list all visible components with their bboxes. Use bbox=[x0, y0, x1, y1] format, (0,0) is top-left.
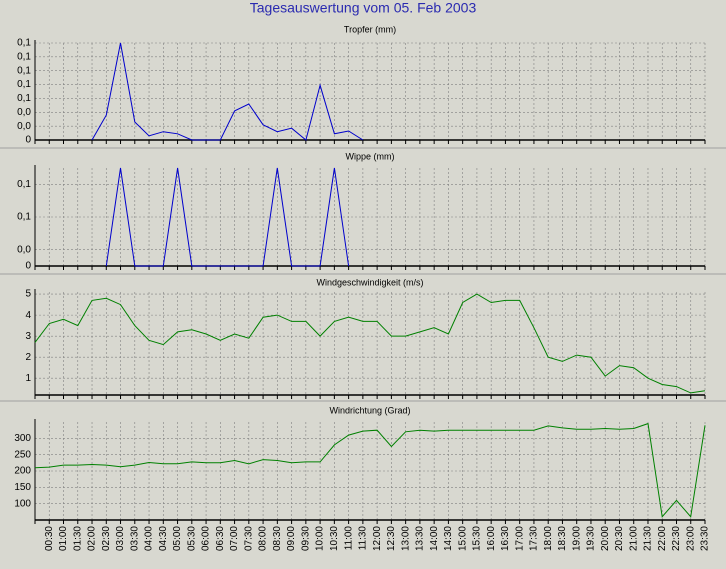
x-tick-label: 00:30 bbox=[44, 526, 55, 551]
x-tick-label: 19:30 bbox=[586, 526, 597, 551]
y-tick-label: 0,1 bbox=[17, 65, 31, 76]
x-tick-label: 18:00 bbox=[543, 526, 554, 551]
y-tick-label: 0,1 bbox=[17, 179, 31, 190]
y-tick-label: 0,1 bbox=[17, 51, 31, 62]
y-tick-label: 4 bbox=[25, 310, 31, 321]
panel-title: Windrichtung (Grad) bbox=[329, 405, 410, 415]
x-tick-label: 22:30 bbox=[671, 526, 682, 551]
y-tick-label: 0,0 bbox=[17, 121, 31, 132]
x-tick-label: 02:00 bbox=[87, 526, 98, 551]
x-tick-label: 12:30 bbox=[386, 526, 397, 551]
x-tick-label: 18:30 bbox=[557, 526, 568, 551]
y-tick-label: 200 bbox=[14, 466, 31, 477]
x-tick-label: 17:00 bbox=[514, 526, 525, 551]
x-tick-label: 14:30 bbox=[443, 526, 454, 551]
x-tick-label: 05:00 bbox=[172, 526, 183, 551]
x-tick-label: 11:00 bbox=[343, 526, 354, 551]
panel-title: Windgeschwindigkeit (m/s) bbox=[316, 277, 423, 287]
panel-title: Tropfer (mm) bbox=[344, 24, 396, 34]
x-tick-label: 15:30 bbox=[472, 526, 483, 551]
x-tick-label: 07:00 bbox=[229, 526, 240, 551]
y-tick-label: 3 bbox=[25, 331, 31, 342]
x-tick-label: 19:00 bbox=[571, 526, 582, 551]
x-tick-label: 03:00 bbox=[115, 526, 126, 551]
x-tick-label: 17:30 bbox=[529, 526, 540, 551]
y-tick-label: 0,1 bbox=[17, 38, 31, 49]
main-title: Tagesauswertung vom 05. Feb 2003 bbox=[250, 0, 477, 16]
data-line bbox=[34, 293, 706, 394]
x-tick-label: 04:00 bbox=[144, 526, 155, 551]
x-tick-label: 02:30 bbox=[101, 526, 112, 551]
y-tick-label: 0,0 bbox=[17, 244, 31, 255]
x-tick-label: 11:30 bbox=[358, 526, 369, 551]
x-tick-label: 09:30 bbox=[300, 526, 311, 551]
x-tick-label: 12:00 bbox=[372, 526, 383, 551]
x-tick-label: 21:00 bbox=[628, 526, 639, 551]
data-line bbox=[91, 42, 364, 141]
x-tick-label: 04:30 bbox=[158, 526, 169, 551]
y-tick-label: 1 bbox=[25, 373, 31, 384]
x-tick-label: 03:30 bbox=[129, 526, 140, 551]
x-tick-label: 08:00 bbox=[258, 526, 269, 551]
x-tick-label: 16:30 bbox=[500, 526, 511, 551]
x-tick-label: 14:00 bbox=[429, 526, 440, 551]
x-tick-label: 10:00 bbox=[315, 526, 326, 551]
x-tick-label: 20:00 bbox=[600, 526, 611, 551]
x-tick-label: 09:00 bbox=[286, 526, 297, 551]
y-tick-label: 0 bbox=[25, 135, 31, 146]
x-tick-label: 23:30 bbox=[700, 526, 711, 551]
y-tick-label: 0,1 bbox=[17, 93, 31, 104]
y-tick-label: 2 bbox=[25, 352, 31, 363]
x-tick-label: 10:30 bbox=[329, 526, 340, 551]
x-tick-label: 21:30 bbox=[643, 526, 654, 551]
y-tick-label: 0 bbox=[25, 261, 31, 272]
y-tick-label: 0,0 bbox=[17, 107, 31, 118]
y-tick-label: 150 bbox=[14, 482, 31, 493]
x-tick-label: 13:30 bbox=[415, 526, 426, 551]
y-tick-label: 250 bbox=[14, 449, 31, 460]
x-tick-label: 06:30 bbox=[215, 526, 226, 551]
x-tick-label: 08:30 bbox=[272, 526, 283, 551]
x-tick-label: 20:30 bbox=[614, 526, 625, 551]
y-tick-label: 300 bbox=[14, 433, 31, 444]
x-tick-label: 07:30 bbox=[243, 526, 254, 551]
y-tick-label: 100 bbox=[14, 498, 31, 509]
x-tick-label: 01:30 bbox=[72, 526, 83, 551]
x-tick-label: 22:00 bbox=[657, 526, 668, 551]
panel-title: Wippe (mm) bbox=[346, 151, 395, 161]
x-tick-label: 16:00 bbox=[486, 526, 497, 551]
y-tick-label: 0,1 bbox=[17, 79, 31, 90]
x-tick-label: 13:00 bbox=[400, 526, 411, 551]
y-tick-label: 5 bbox=[25, 289, 31, 300]
data-line bbox=[34, 422, 706, 518]
x-tick-label: 23:00 bbox=[685, 526, 696, 551]
data-line bbox=[105, 167, 350, 267]
y-tick-label: 0,1 bbox=[17, 212, 31, 223]
x-tick-label: 06:00 bbox=[201, 526, 212, 551]
x-tick-label: 15:00 bbox=[457, 526, 468, 551]
x-tick-label: 01:00 bbox=[58, 526, 69, 551]
x-tick-label: 05:30 bbox=[186, 526, 197, 551]
